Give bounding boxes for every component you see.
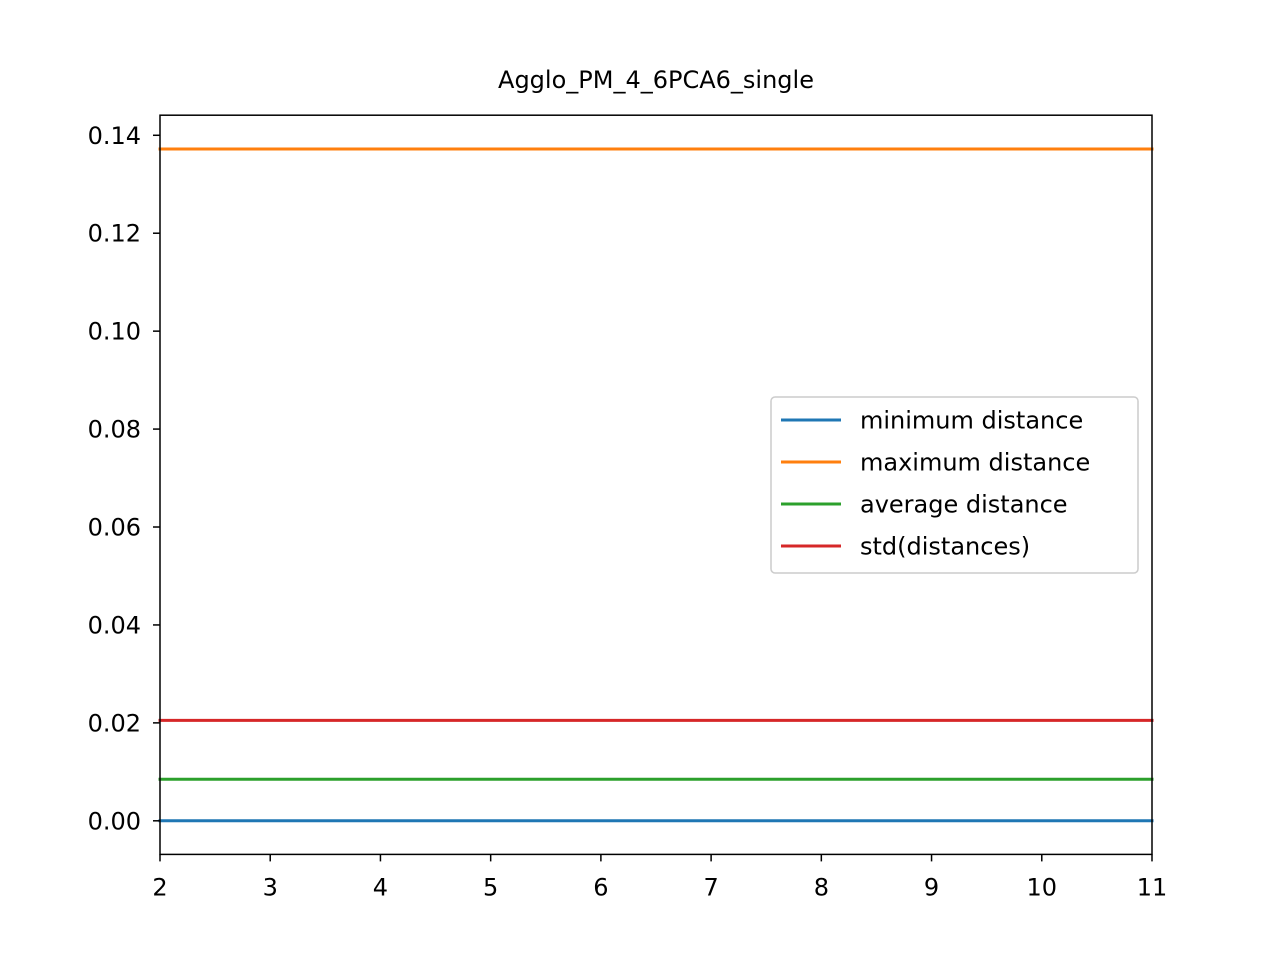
legend-label: average distance bbox=[860, 491, 1068, 519]
legend-label: minimum distance bbox=[860, 407, 1083, 435]
x-tick-label: 4 bbox=[373, 873, 388, 901]
x-tick-label: 10 bbox=[1027, 873, 1058, 901]
y-tick-label: 0.02 bbox=[88, 709, 141, 737]
x-tick-label: 8 bbox=[814, 873, 829, 901]
x-tick-label: 5 bbox=[483, 873, 498, 901]
y-tick-label: 0.04 bbox=[88, 611, 141, 639]
x-tick-label: 3 bbox=[263, 873, 278, 901]
legend-box bbox=[770, 396, 1139, 574]
legend-label: std(distances) bbox=[860, 533, 1030, 561]
y-tick-label: 0.00 bbox=[88, 807, 141, 835]
y-tick-label: 0.08 bbox=[88, 416, 141, 444]
series-layer bbox=[158, 147, 1154, 823]
y-axis: 0.00 0.02 0.04 0.06 0.08 0.10 0.12 0.14 bbox=[88, 122, 160, 835]
y-tick-label: 0.06 bbox=[88, 514, 141, 542]
x-tick-label: 7 bbox=[703, 873, 718, 901]
chart-title: Agglo_PM_4_6PCA6_single bbox=[498, 66, 814, 94]
legend: minimum distance maximum distance average … bbox=[770, 396, 1139, 574]
y-tick-label: 0.14 bbox=[88, 122, 141, 150]
x-tick-label: 11 bbox=[1137, 873, 1168, 901]
y-tick-label: 0.10 bbox=[88, 318, 141, 346]
x-tick-label: 2 bbox=[152, 873, 167, 901]
x-tick-label: 9 bbox=[924, 873, 939, 901]
x-tick-label: 6 bbox=[593, 873, 608, 901]
legend-label: maximum distance bbox=[860, 449, 1090, 477]
plot-frame bbox=[159, 114, 1153, 856]
y-tick-label: 0.12 bbox=[88, 220, 141, 248]
x-axis: 2 3 4 5 6 7 8 9 10 11 bbox=[152, 854, 1167, 901]
